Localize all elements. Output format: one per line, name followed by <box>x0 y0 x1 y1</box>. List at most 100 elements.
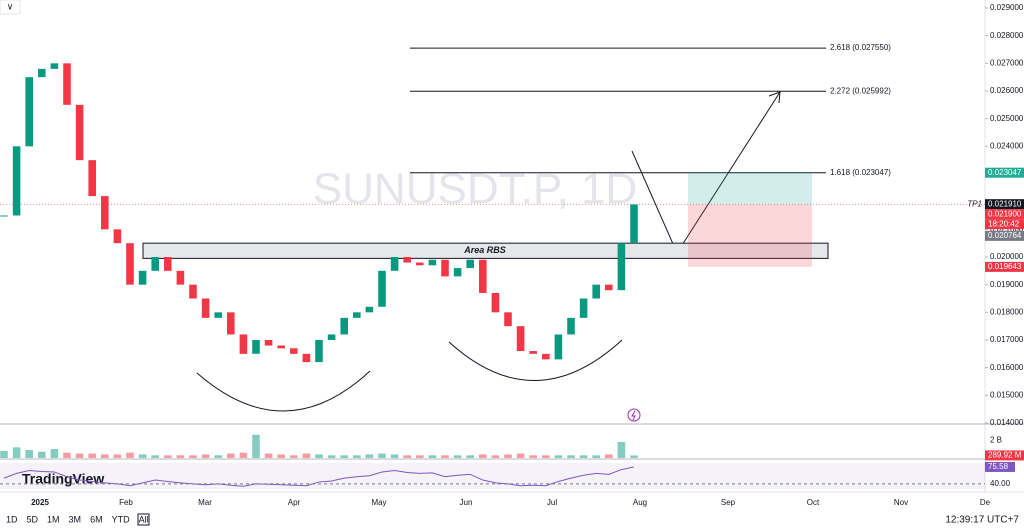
rsi-tick: 40.00 <box>990 479 1011 488</box>
volume-bar <box>12 447 21 458</box>
range-button[interactable]: 5D <box>27 514 39 524</box>
y-tick-label: 0.027000 <box>990 58 1024 67</box>
candle <box>151 257 159 271</box>
volume-bar <box>592 455 600 458</box>
candle <box>290 348 298 354</box>
volume-bar <box>264 453 273 458</box>
candle <box>277 345 285 349</box>
range-button[interactable]: 3M <box>69 514 82 524</box>
volume-bar <box>214 455 222 458</box>
candle <box>113 229 122 244</box>
volume-bar <box>340 455 348 458</box>
candle <box>164 257 172 271</box>
date-range-icon[interactable] <box>137 513 150 526</box>
target-zone <box>688 172 812 205</box>
candle <box>25 77 33 147</box>
volume-bar <box>403 455 411 458</box>
candle <box>554 334 563 360</box>
volume-bar <box>138 454 147 458</box>
volume-bar <box>164 455 172 458</box>
candle <box>504 312 512 327</box>
volume-bar <box>617 441 626 458</box>
range-button[interactable]: 1D <box>6 514 18 524</box>
rsi-band <box>0 463 985 489</box>
volume-bar <box>542 455 550 458</box>
range-button[interactable]: All <box>139 514 149 524</box>
price-label: 0.020764 <box>988 231 1022 240</box>
candle <box>138 270 147 285</box>
candle <box>453 268 462 277</box>
volume-bar <box>88 453 96 458</box>
arc <box>448 339 623 381</box>
menu-icon[interactable]: ∨ <box>7 1 14 11</box>
volume-bar <box>277 454 285 458</box>
y-tick-label: 0.029000 <box>990 3 1024 12</box>
candle <box>12 146 21 216</box>
range-button[interactable]: YTD <box>112 514 131 524</box>
volume-bar <box>378 453 386 458</box>
volume-bar <box>126 452 134 458</box>
y-tick-label: 0.019000 <box>990 280 1024 289</box>
price-label: 0.019643 <box>988 262 1022 271</box>
event-icon-bolt <box>631 410 636 421</box>
fib-label: 2.272 (0.025992) <box>830 86 891 95</box>
menu-button[interactable] <box>0 0 21 15</box>
range-button[interactable]: 1M <box>47 514 60 524</box>
zone-label: Area RBS <box>463 245 506 255</box>
candle <box>542 353 550 360</box>
y-tick-label: 0.016000 <box>990 363 1024 372</box>
candle <box>353 312 361 318</box>
volume-bar <box>189 455 197 458</box>
x-tick-label: De <box>980 498 991 507</box>
volume-bar <box>466 455 474 458</box>
candle <box>529 351 537 354</box>
candle <box>365 306 374 313</box>
volume-bar <box>63 452 71 458</box>
volume-bar <box>441 455 449 458</box>
candle <box>567 317 575 335</box>
volume-bar <box>353 455 361 458</box>
candle <box>441 259 449 277</box>
candle <box>50 63 59 69</box>
fib-label: 1.618 (0.023047) <box>830 168 891 177</box>
candle <box>38 68 46 78</box>
volume-bar <box>605 454 613 458</box>
zone <box>142 242 829 259</box>
volume-bar <box>290 455 298 458</box>
volume-bar <box>416 455 424 458</box>
price-label-bg <box>985 199 1024 210</box>
logo[interactable]: TradingView <box>22 471 104 487</box>
volume-bar <box>315 454 323 458</box>
volume-bar <box>302 453 311 458</box>
countdown-bg <box>985 219 1024 230</box>
candle <box>101 196 109 230</box>
entry-label: TP1 <box>967 200 982 209</box>
price-label: 0.021900 <box>988 209 1022 218</box>
candle <box>479 259 487 293</box>
y-tick-label: 0.017000 <box>990 335 1024 344</box>
arc <box>196 370 371 412</box>
clock: 12:39:17 UTC+7 <box>945 515 1019 526</box>
price-label-bg <box>985 209 1024 220</box>
candle <box>491 292 500 313</box>
price-label-bg <box>985 261 1024 272</box>
price-label: 0.021910 <box>988 199 1022 208</box>
event-icon[interactable] <box>627 408 641 422</box>
countdown: 18:20:42 <box>988 219 1020 228</box>
candle <box>315 340 323 363</box>
volume-bar <box>113 454 122 458</box>
range-button[interactable]: 6M <box>90 514 103 524</box>
volume-tick: 2 B <box>990 435 1002 444</box>
volume-bar <box>239 452 248 458</box>
x-tick-label: Apr <box>288 498 301 507</box>
candle <box>126 243 134 285</box>
x-tick-label: Jun <box>460 498 473 507</box>
y-tick-label: 0.015000 <box>990 390 1024 399</box>
volume-bar <box>554 455 563 458</box>
fib-label: 2.618 (0.027550) <box>830 43 891 52</box>
candle <box>466 259 474 269</box>
candle <box>390 257 399 271</box>
candle <box>630 204 638 244</box>
volume-bar <box>176 455 185 458</box>
watermark: SUNUSDT.P, 1D <box>313 165 637 214</box>
